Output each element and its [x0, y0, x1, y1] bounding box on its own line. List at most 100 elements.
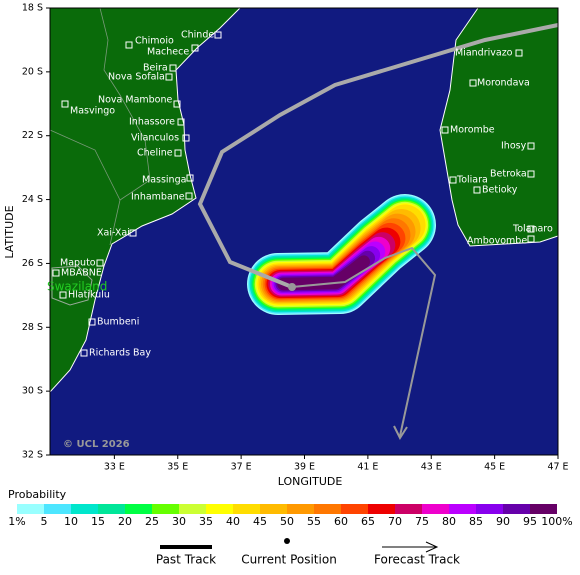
place-marker — [88, 318, 96, 326]
legend-swatch — [314, 504, 341, 514]
legend-swatch — [125, 504, 152, 514]
place-marker — [52, 269, 60, 277]
place-marker — [185, 192, 193, 200]
place-marker — [469, 79, 477, 87]
place-marker — [125, 41, 133, 49]
y-tick-label: 22 S — [22, 130, 43, 141]
current-position — [288, 283, 296, 291]
place-marker — [191, 44, 199, 52]
place-marker — [173, 100, 181, 108]
legend-swatch — [206, 504, 233, 514]
place-label: Chimoio — [135, 36, 174, 47]
place-label: Maputo — [60, 258, 96, 269]
legend-label: 1% — [8, 515, 25, 528]
y-tick-label: 20 S — [22, 66, 43, 77]
place-label: Cheline — [137, 148, 173, 159]
past-track-label: Past Track — [156, 553, 216, 567]
place-marker — [186, 174, 194, 182]
borders — [49, 7, 151, 246]
x-tick-label: 45 E — [484, 462, 505, 473]
place-marker — [174, 149, 182, 157]
place-label: Morombe — [450, 125, 495, 136]
place-label: Vilanculos — [131, 133, 179, 144]
legend-swatch — [422, 504, 449, 514]
credit: © UCL 2026 — [63, 439, 130, 450]
probability-swath — [247, 194, 436, 315]
place-marker — [96, 259, 104, 267]
legend-label: 10 — [64, 515, 78, 528]
swath-band — [277, 255, 371, 291]
place-marker — [61, 100, 69, 108]
place-label: Hlatikulu — [68, 290, 110, 301]
place-marker — [527, 225, 535, 233]
place-marker — [129, 229, 137, 237]
place-label: Beira — [143, 63, 168, 74]
legend-swatch — [71, 504, 98, 514]
x-tick-label: 33 E — [104, 462, 125, 473]
africa-land — [49, 7, 242, 394]
y-tick-label: 30 S — [22, 386, 43, 397]
legend-label: 35 — [199, 515, 213, 528]
place-marker — [59, 291, 67, 299]
frame — [49, 7, 559, 456]
current-position-key — [284, 538, 290, 544]
legend-label: 80 — [442, 515, 456, 528]
x-tick-label: 43 E — [421, 462, 442, 473]
forecast-arrowhead — [393, 425, 408, 441]
place-marker — [214, 31, 222, 39]
place-marker — [182, 134, 190, 142]
y-tick-label: 18 S — [22, 3, 43, 14]
place-marker — [165, 73, 173, 81]
legend-label: 95 — [523, 515, 537, 528]
y-tick-label: 26 S — [22, 258, 43, 269]
current-position-label: Current Position — [241, 553, 337, 567]
legend-swatch — [503, 504, 530, 514]
place-marker — [527, 170, 535, 178]
legend-label: 60 — [334, 515, 348, 528]
legend-label: 75 — [415, 515, 429, 528]
legend-label: 55 — [307, 515, 321, 528]
legend-label: 20 — [118, 515, 132, 528]
place-marker — [441, 126, 449, 134]
place-marker — [177, 118, 185, 126]
legend-label: 50 — [280, 515, 294, 528]
place-label: Richards Bay — [89, 348, 151, 359]
place-label: Massinga — [142, 175, 186, 186]
y-tick-label: 28 S — [22, 322, 43, 333]
place-marker — [80, 349, 88, 357]
place-label: Betroka — [490, 169, 527, 180]
legend-label: 85 — [469, 515, 483, 528]
legend-swatch — [476, 504, 503, 514]
place-label: Bumbeni — [97, 317, 139, 328]
forecast-track-label: Forecast Track — [374, 553, 460, 567]
legend-title: Probability — [8, 488, 67, 501]
legend-swatch — [395, 504, 422, 514]
place-label: Chinde — [181, 30, 214, 41]
legend-label: 5 — [41, 515, 48, 528]
place-label: Morondava — [477, 78, 530, 89]
place-label: Machece — [147, 47, 189, 58]
legend-swatch — [152, 504, 179, 514]
place-label: Inhambane — [131, 192, 185, 203]
legend-label: 30 — [172, 515, 186, 528]
region-label: Swaziland — [47, 280, 107, 294]
place-label: Ambovombe — [467, 236, 527, 247]
swaziland-border — [51, 265, 93, 306]
place-marker — [473, 186, 481, 194]
legend-swatch — [287, 504, 314, 514]
place-label: Masvingo — [70, 106, 115, 117]
place-label: Betioky — [482, 185, 518, 196]
place-label: Inhassore — [129, 117, 175, 128]
legend-swatch — [233, 504, 260, 514]
place-marker — [527, 235, 535, 243]
x-tick-label: 35 E — [167, 462, 188, 473]
place-marker — [527, 142, 535, 150]
legend-swatch — [179, 504, 206, 514]
place-marker — [169, 64, 177, 72]
y-tick-label: 32 S — [22, 450, 43, 461]
y-axis-label: LATITUDE — [3, 205, 16, 258]
legend-label: 15 — [91, 515, 105, 528]
legend-swatch — [260, 504, 287, 514]
y-tick-label: 24 S — [22, 194, 43, 205]
